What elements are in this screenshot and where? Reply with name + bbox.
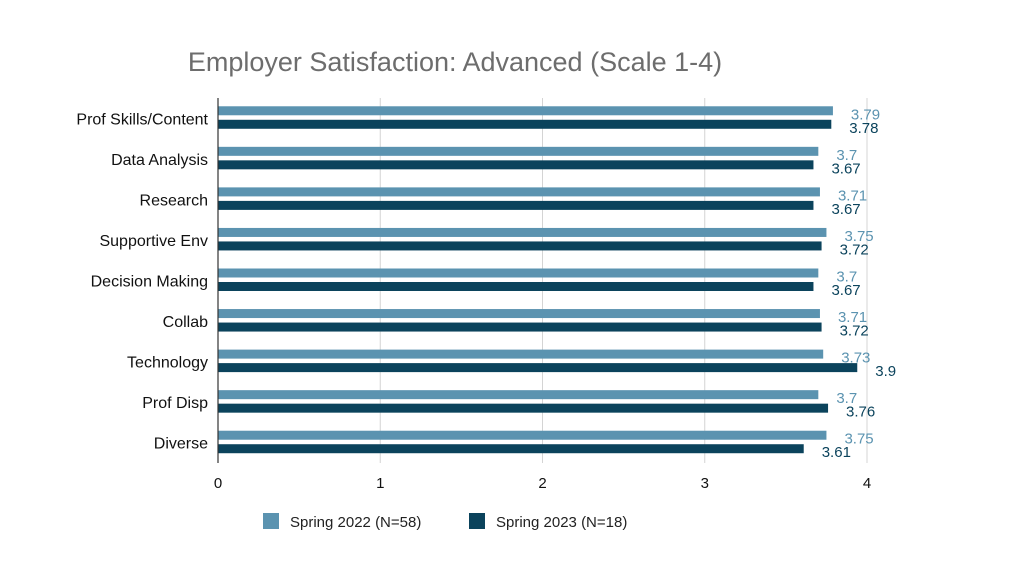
x-tick-label: 3 <box>701 475 709 492</box>
data-label-spring-2023-n-18-technology: 3.9 <box>875 363 896 380</box>
data-label-spring-2022-n-58-diverse: 3.75 <box>844 431 873 448</box>
legend: Spring 2022 (N=58) Spring 2023 (N=18) <box>263 513 627 531</box>
legend-label-spring-2023: Spring 2023 (N=18) <box>496 514 627 531</box>
data-label-spring-2023-n-18-prof-skills-content: 3.78 <box>849 120 878 137</box>
data-label-spring-2023-n-18-data-analysis: 3.67 <box>831 160 860 177</box>
bar-spring-2023-n-18-collab <box>218 322 822 332</box>
bar-spring-2023-n-18-prof-skills-content <box>218 119 832 129</box>
data-label-spring-2023-n-18-decision-making: 3.67 <box>831 282 860 299</box>
category-label-decision-making: Decision Making <box>91 274 208 291</box>
x-tick-label: 1 <box>376 475 384 492</box>
bar-spring-2022-n-58-decision-making <box>218 268 819 278</box>
bar-spring-2023-n-18-decision-making <box>218 282 814 291</box>
x-tick-label: 2 <box>538 475 546 492</box>
bar-spring-2023-n-18-supportive-env <box>218 241 822 251</box>
data-label-spring-2022-n-58-technology: 3.73 <box>841 350 870 367</box>
legend-swatch-spring-2023 <box>469 513 485 529</box>
legend-label-spring-2022: Spring 2022 (N=58) <box>290 514 421 531</box>
data-label-spring-2022-n-58-decision-making: 3.7 <box>836 269 857 286</box>
data-label-spring-2022-n-58-collab: 3.71 <box>838 309 867 326</box>
bar-spring-2023-n-18-technology <box>218 363 858 373</box>
legend-swatch-spring-2022 <box>263 513 279 529</box>
x-tick-label: 0 <box>214 475 222 492</box>
data-label-spring-2023-n-18-collab: 3.72 <box>840 323 869 340</box>
category-label-collab: Collab <box>163 314 208 331</box>
x-tick-label: 4 <box>863 475 871 492</box>
bar-spring-2023-n-18-research <box>218 200 814 210</box>
bar-spring-2022-n-58-diverse <box>218 430 827 440</box>
category-label-research: Research <box>140 192 208 209</box>
category-label-data-analysis: Data Analysis <box>111 152 208 169</box>
data-label-spring-2023-n-18-prof-disp: 3.76 <box>846 404 875 421</box>
bar-spring-2022-n-58-prof-skills-content <box>218 106 833 116</box>
bar-spring-2022-n-58-research <box>218 187 820 197</box>
category-labels: Prof Skills/Content Data Analysis Research… <box>76 111 208 452</box>
category-label-prof-disp: Prof Disp <box>142 395 208 412</box>
data-label-spring-2023-n-18-diverse: 3.61 <box>822 444 851 461</box>
bar-spring-2022-n-58-prof-disp <box>218 390 819 400</box>
data-labels: 3.79 3.7 3.71 3.75 3.7 3.71 3.73 3.7 3.75 3.78 3.6… <box>822 106 896 461</box>
bar-spring-2023-n-18-data-analysis <box>218 160 814 170</box>
category-label-supportive-env: Supportive Env <box>99 233 208 250</box>
data-label-spring-2022-n-58-prof-disp: 3.7 <box>836 390 857 407</box>
category-label-technology: Technology <box>127 355 208 372</box>
data-label-spring-2023-n-18-research: 3.67 <box>831 201 860 218</box>
bars <box>218 106 858 454</box>
data-label-spring-2022-n-58-prof-skills-content: 3.79 <box>851 106 880 123</box>
bar-spring-2022-n-58-collab <box>218 309 820 319</box>
data-label-spring-2022-n-58-supportive-env: 3.75 <box>844 228 873 245</box>
x-tick-labels: 0 1 2 3 4 <box>214 475 871 492</box>
bar-spring-2023-n-18-diverse <box>218 444 804 454</box>
gridlines <box>379 98 868 463</box>
bar-spring-2022-n-58-data-analysis <box>218 146 819 156</box>
bar-spring-2022-n-58-technology <box>218 349 824 359</box>
bar-spring-2023-n-18-prof-disp <box>218 403 829 413</box>
data-label-spring-2022-n-58-research: 3.71 <box>838 187 867 204</box>
bar-spring-2022-n-58-supportive-env <box>218 227 827 237</box>
category-label-prof-skills-content: Prof Skills/Content <box>76 111 208 128</box>
data-label-spring-2022-n-58-data-analysis: 3.7 <box>836 147 857 164</box>
chart-title: Employer Satisfaction: Advanced (Scale 1… <box>188 47 722 77</box>
data-label-spring-2023-n-18-supportive-env: 3.72 <box>840 241 869 258</box>
category-label-diverse: Diverse <box>154 436 208 453</box>
